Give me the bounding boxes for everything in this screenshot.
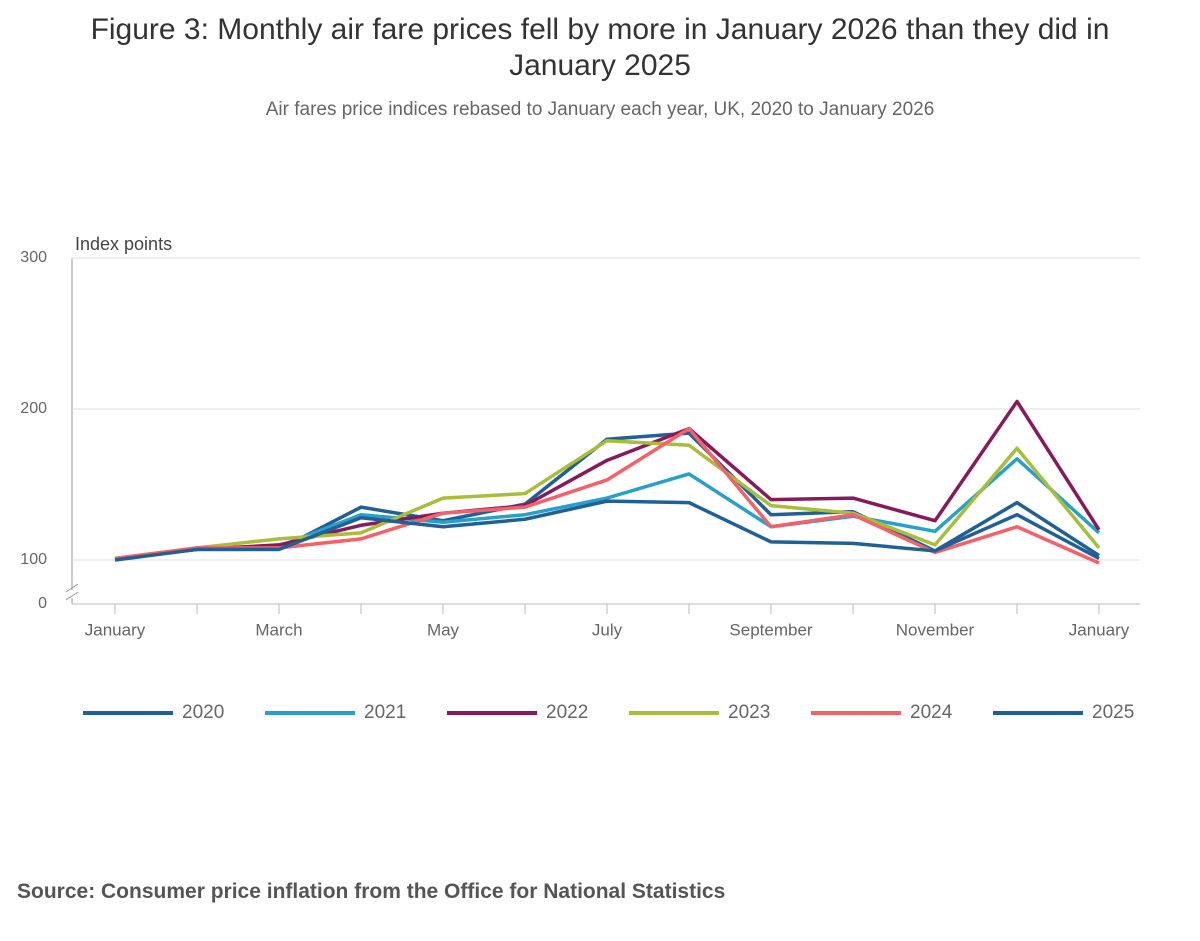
y-axis-label: Index points (75, 234, 172, 254)
chart-subtitle: Air fares price indices rebased to Janua… (265, 99, 935, 120)
y-tick-label: 200 (20, 400, 47, 417)
x-tick-label: September (729, 620, 812, 639)
series-line (114, 438, 1101, 561)
x-tick-label: January (85, 620, 146, 639)
series-line (114, 399, 1101, 561)
legend-label: 2025 (1092, 702, 1134, 723)
y-tick-label: 0 (38, 595, 47, 612)
x-tick-label: May (427, 620, 460, 639)
axis-break (65, 591, 79, 601)
series-line (114, 499, 1100, 562)
x-tick-label: July (592, 620, 623, 639)
x-tick-label: January (1069, 620, 1130, 639)
legend-label: 2023 (728, 702, 770, 723)
x-tick-label: March (255, 620, 302, 639)
legend-label: 2021 (364, 702, 406, 723)
y-tick-label: 100 (20, 551, 47, 568)
x-tick-label: November (896, 620, 975, 639)
legend-label: 2024 (910, 702, 953, 723)
source: Source: Consumer price inflation from th… (17, 880, 726, 903)
legend-label: 2020 (182, 702, 224, 723)
legend-label: 2022 (546, 702, 588, 723)
axis-break (65, 583, 79, 593)
y-tick-label: 300 (20, 249, 47, 266)
chart-title: Figure 3: Monthly air fare prices fell b… (90, 13, 1110, 82)
